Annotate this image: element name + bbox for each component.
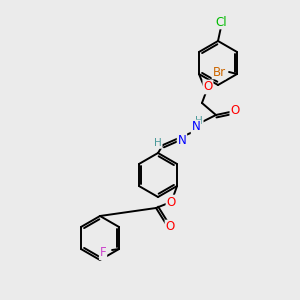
Text: N: N (178, 134, 186, 146)
Text: O: O (167, 196, 176, 208)
Text: O: O (165, 220, 175, 233)
Text: H: H (195, 116, 203, 126)
Text: Br: Br (212, 65, 226, 79)
Text: F: F (100, 247, 106, 260)
Text: N: N (192, 121, 200, 134)
Text: O: O (203, 80, 213, 94)
Text: H: H (154, 138, 162, 148)
Text: Cl: Cl (215, 16, 227, 28)
Text: O: O (230, 104, 240, 118)
